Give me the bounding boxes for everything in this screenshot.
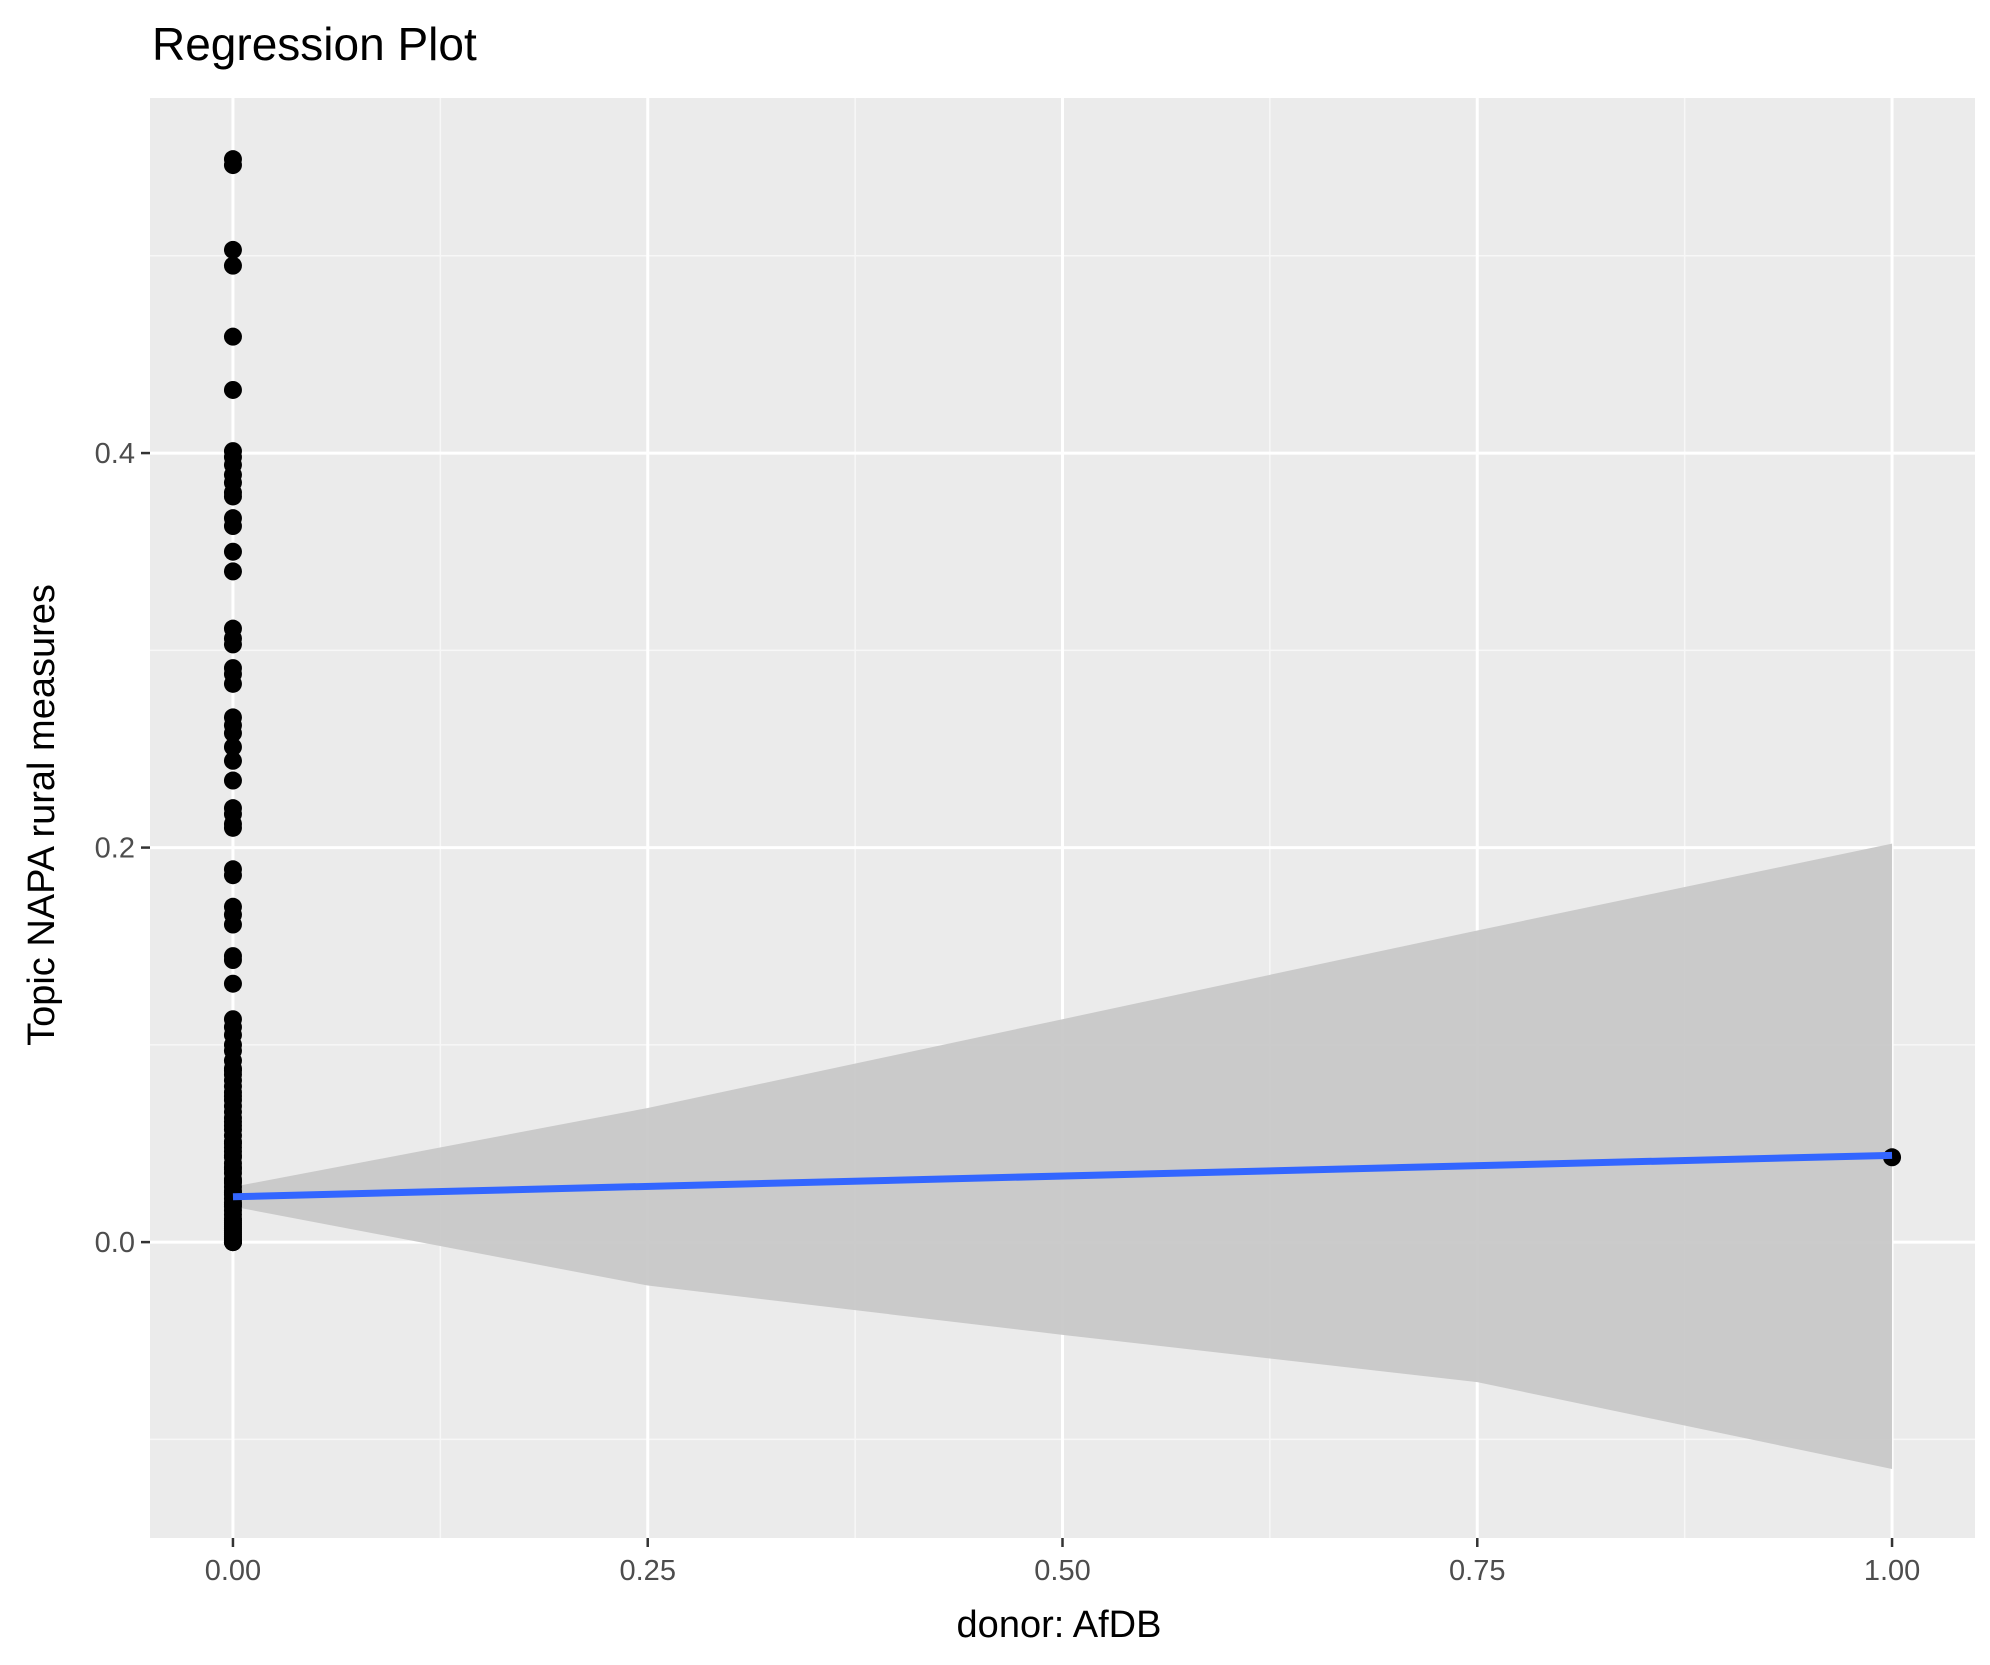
data-point <box>223 1112 242 1131</box>
x-axis-label: donor: AfDB <box>957 1604 1162 1646</box>
data-point <box>223 240 242 259</box>
data-point <box>223 751 242 770</box>
data-point <box>223 974 242 993</box>
data-point <box>223 866 242 885</box>
data-point <box>223 542 242 561</box>
data-point <box>223 724 242 743</box>
data-point <box>223 951 242 970</box>
data-point <box>223 737 242 756</box>
data-point <box>223 487 242 506</box>
data-point <box>223 380 242 399</box>
data-point <box>223 915 242 934</box>
x-tick-label: 0.75 <box>1449 1555 1505 1587</box>
confidence-band-layer <box>232 843 1893 1469</box>
x-tick-label: 1.00 <box>1864 1555 1920 1587</box>
y-tick-label: 0.4 <box>95 438 135 470</box>
data-point <box>223 1233 242 1252</box>
x-tick-label: 0.00 <box>205 1555 261 1587</box>
data-point <box>223 1061 242 1080</box>
data-point <box>223 1134 242 1153</box>
y-axis-label: Topic NAPA rural measures <box>21 584 63 1046</box>
data-point <box>223 674 242 693</box>
data-point <box>223 517 242 536</box>
data-point <box>223 1087 242 1106</box>
x-tick-label: 0.25 <box>620 1555 676 1587</box>
data-point <box>223 771 242 790</box>
data-point <box>223 256 242 275</box>
x-axis-ticks: 0.00 0.25 0.50 0.75 1.00 <box>205 1538 1920 1587</box>
data-point <box>223 635 242 654</box>
regression-line-layer <box>232 1151 1893 1201</box>
data-point <box>223 156 242 175</box>
data-point <box>223 327 242 346</box>
data-point <box>223 1160 242 1179</box>
confidence-band <box>232 843 1893 1469</box>
regression-line <box>232 1151 1893 1201</box>
y-axis-ticks: 0.0 0.2 0.4 <box>95 438 150 1259</box>
y-tick-label: 0.2 <box>95 833 135 865</box>
data-point <box>223 818 242 837</box>
x-tick-label: 0.50 <box>1034 1555 1090 1587</box>
data-point <box>223 1211 242 1230</box>
chart-title: Regression Plot <box>152 18 477 70</box>
data-point <box>223 562 242 581</box>
y-tick-label: 0.0 <box>95 1227 135 1259</box>
